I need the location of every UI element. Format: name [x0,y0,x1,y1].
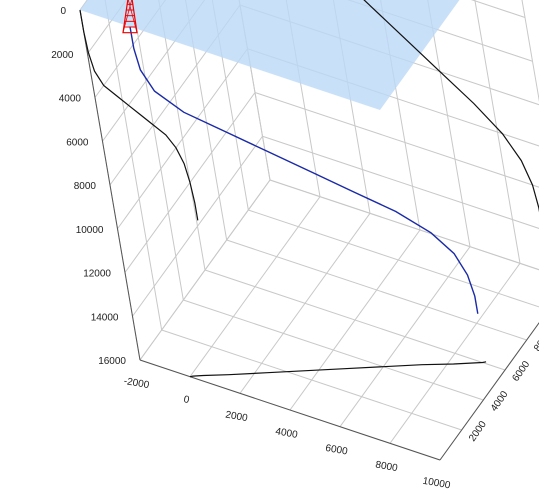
z-tick-label: 0 [60,6,66,17]
x-tick-label: 2000 [225,410,249,425]
x-tick-label: 4000 [275,426,299,441]
back-wall-gridline [262,135,539,229]
x-tick-label: 10000 [422,476,452,492]
z-tick-label: 2000 [51,50,74,61]
floor-gridline [183,299,484,401]
projection-floor [189,361,487,378]
well-path-line [129,26,479,314]
projection-left-wall [79,9,199,221]
z-tick-label: 6000 [66,137,89,148]
z-tick-label: 8000 [74,181,97,192]
well-path-layer [129,26,479,314]
floor-gridline [226,239,527,341]
x-axis-line [139,359,441,461]
y-tick-label: 2000 [467,419,489,444]
left-wall-gridline [139,179,271,361]
back-wall-gridline [521,0,539,103]
back-wall-gridline [470,0,526,18]
left-wall-gridline [102,0,206,142]
projection-layer [79,0,539,378]
depth-axis-line [79,9,141,361]
left-wall-gridline [117,48,248,230]
z-tick-label: 16000 [98,356,126,367]
y-axis-line [439,322,539,461]
z-tick-label: 14000 [91,312,119,323]
rig-marker-brace [127,0,138,33]
z-tick-label: 4000 [59,94,82,105]
back-wall-gridline [474,0,521,264]
x-tick-label: 8000 [375,460,399,475]
x-tick-label: 0 [183,394,191,406]
floor-gridline [269,179,539,271]
y-tick-label: 8000 [532,329,539,354]
left-wall-gridline [132,135,263,317]
surface-plane [80,0,460,110]
rig-marker [122,0,138,34]
back-wall-gridline [269,179,539,271]
rig-marker-brace [122,0,133,33]
y-tick-label: 6000 [510,359,532,384]
rig-marker-layer [122,0,138,34]
left-wall-gridline [87,0,127,55]
floor-gridline [204,269,506,371]
surface-plane-layer [80,0,460,110]
projection-back-wall [363,0,539,213]
x-tick-label: -2000 [123,376,151,391]
grid-layer [79,0,539,461]
floor-gridline [161,329,462,431]
left-wall-gridline [104,0,163,331]
z-tick-label: 10000 [76,225,104,236]
back-wall-gridline [254,92,539,188]
x-tick-label: 6000 [325,443,349,458]
z-tick-label: 12000 [83,269,111,280]
floor-gridline [248,209,539,308]
y-tick-label: 4000 [489,389,511,414]
